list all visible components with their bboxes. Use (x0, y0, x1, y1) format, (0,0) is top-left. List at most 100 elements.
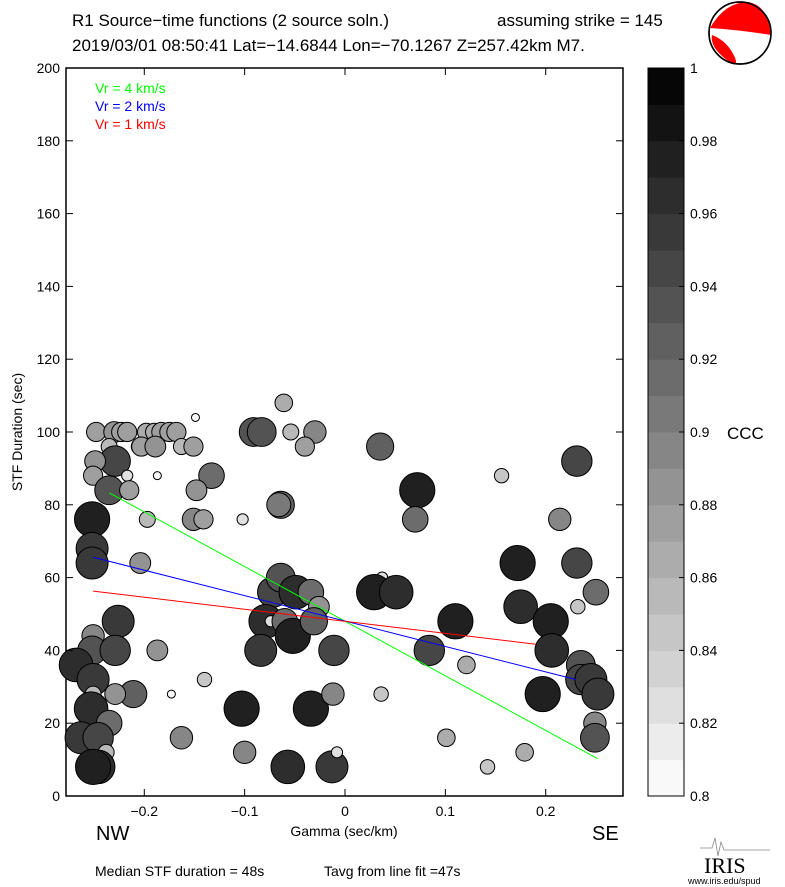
colorbar-band (648, 322, 684, 360)
data-point (246, 417, 277, 447)
data-point (479, 759, 496, 775)
colorbar-band (648, 395, 684, 433)
data-point (457, 655, 476, 675)
data-point (104, 683, 127, 705)
x-tick-label: −0.1 (231, 803, 259, 819)
data-point (146, 639, 169, 662)
data-point (121, 469, 134, 482)
y-tick-label: 20 (44, 715, 60, 731)
data-point (86, 421, 107, 443)
colorbar-band (648, 359, 684, 397)
colorbar-tick-label: 0.84 (690, 642, 717, 658)
data-point (561, 445, 593, 477)
data-point (437, 603, 474, 640)
data-point (129, 552, 152, 574)
data-point (373, 686, 389, 702)
colorbar-band (648, 68, 684, 105)
iris-logo-text: IRIS (704, 853, 746, 878)
colorbar-tick-label: 0.98 (690, 133, 717, 149)
data-point (318, 634, 350, 667)
x-tick-label: 0 (341, 803, 349, 819)
y-tick-label: 100 (37, 424, 61, 440)
y-tick-label: 60 (44, 570, 60, 586)
colorbar-label: CCC (727, 424, 764, 443)
y-tick-label: 160 (37, 206, 61, 222)
data-point (101, 604, 135, 638)
data-point (270, 749, 306, 785)
data-point (119, 480, 140, 501)
data-point (582, 578, 610, 606)
colorbar-band (648, 541, 684, 579)
data-point (321, 682, 345, 706)
colorbar-band (648, 140, 684, 178)
colorbar-band (648, 468, 684, 506)
x-axis-label: Gamma (sec/km) (290, 823, 397, 839)
data-point (183, 436, 204, 457)
data-point (378, 574, 414, 610)
colorbar-band (648, 177, 684, 215)
colorbar-tick-label: 0.86 (690, 570, 717, 586)
median-text: Median STF duration = 48s (95, 863, 264, 879)
x-tick-label: 0.1 (436, 803, 456, 819)
data-point (198, 462, 225, 489)
data-point (169, 726, 194, 750)
colorbar-band (648, 286, 684, 324)
y-tick-label: 40 (44, 642, 60, 658)
data-point (196, 671, 213, 688)
data-point (561, 547, 593, 579)
colorbar-band (648, 723, 684, 761)
data-point (292, 690, 329, 727)
colorbar-band (648, 104, 684, 142)
colorbar-band (648, 759, 684, 797)
colorbar-tick-label: 0.94 (690, 278, 717, 294)
title-line1: R1 Source−time functions (2 source soln.… (72, 11, 389, 30)
data-point (515, 743, 534, 762)
iris-url-text: www.iris.edu/spud (687, 876, 761, 886)
data-point (524, 675, 561, 713)
data-point (499, 544, 536, 582)
iris-logo: IRIS www.iris.edu/spud (687, 837, 770, 886)
nw-label: NW (96, 823, 129, 845)
se-label: SE (592, 823, 619, 845)
data-point (236, 513, 249, 526)
colorbar-tick-label: 0.8 (690, 788, 710, 804)
data-point (299, 607, 328, 636)
data-point (152, 471, 162, 481)
data-point (294, 436, 315, 457)
fit-line (93, 590, 536, 645)
colorbar-band (648, 504, 684, 542)
data-point (399, 472, 436, 509)
data-point (534, 633, 570, 668)
data-point (73, 501, 111, 538)
data-point (74, 748, 112, 785)
colorbar-band (648, 213, 684, 251)
colorbar-tick-label: 0.96 (690, 206, 717, 222)
tavg-text: Tavg from line fit =47s (324, 863, 461, 879)
data-point (193, 509, 214, 530)
data-point (75, 546, 109, 580)
data-point (330, 746, 344, 759)
data-point (190, 412, 200, 422)
colorbar-band (648, 614, 684, 651)
fit-line (92, 556, 576, 681)
x-tick-label: −0.2 (130, 803, 158, 819)
colorbar-tick-label: 0.88 (690, 497, 717, 513)
data-point (166, 689, 176, 699)
data-point (579, 722, 610, 753)
data-point (401, 506, 429, 533)
colorbar-band (648, 577, 684, 615)
data-point (266, 492, 292, 518)
data-point (413, 634, 446, 667)
legend-entry: Vr = 2 km/s (95, 98, 166, 114)
colorbar-band (648, 432, 684, 469)
y-tick-label: 140 (37, 278, 61, 294)
y-tick-label: 0 (52, 788, 60, 804)
data-point (570, 599, 586, 615)
fit-line (108, 492, 599, 760)
data-point (99, 634, 131, 667)
legend-entry: Vr = 1 km/s (95, 116, 166, 132)
data-point (274, 393, 294, 413)
data-point (437, 728, 456, 748)
